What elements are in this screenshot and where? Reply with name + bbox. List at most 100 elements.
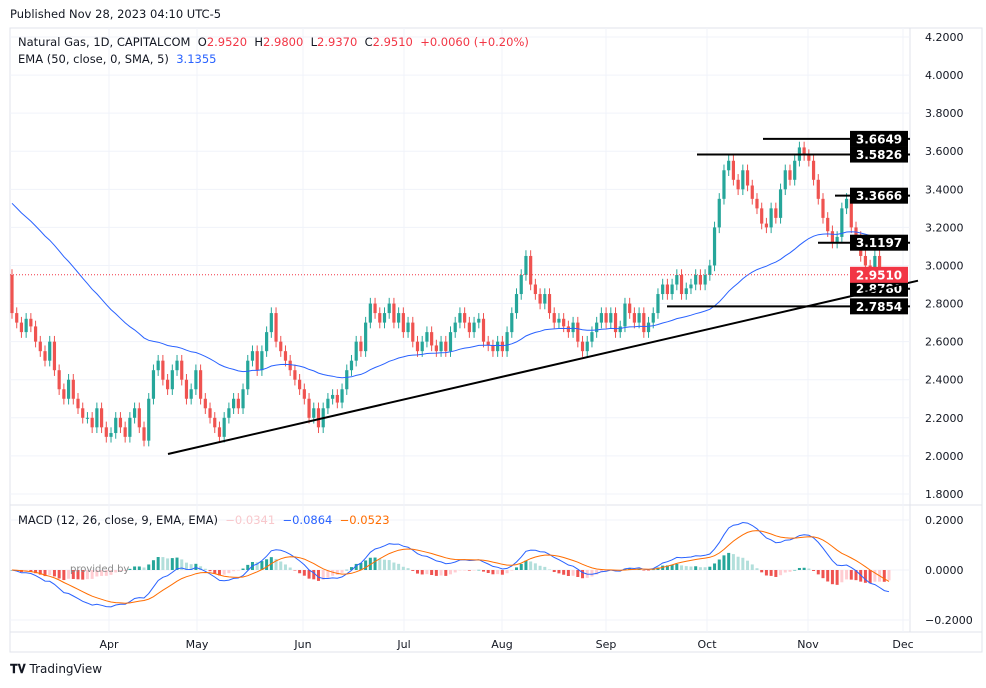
- macd-histogram-bar: [453, 570, 457, 573]
- macd-histogram-bar: [680, 565, 684, 570]
- candle-body: [415, 341, 420, 352]
- candle-body: [420, 341, 424, 352]
- candle-body: [29, 318, 33, 327]
- macd-histogram-bar: [298, 570, 302, 574]
- candle-body: [95, 408, 99, 428]
- macd-histogram-bar: [81, 570, 85, 580]
- candle-body: [727, 160, 731, 171]
- candle-body: [382, 313, 387, 323]
- candle-body: [48, 341, 52, 361]
- candle-body: [538, 294, 542, 304]
- macd-line: [11, 521, 890, 608]
- candle-body: [378, 313, 382, 323]
- level-label: 3.6649: [856, 132, 902, 146]
- macd-histogram-bar: [411, 570, 415, 571]
- x-tick-label: Sep: [596, 638, 617, 651]
- macd-histogram-bar: [175, 557, 179, 570]
- candle-body: [194, 370, 198, 390]
- macd-histogram-bar: [548, 569, 552, 570]
- candle-body: [783, 170, 787, 190]
- candle-body: [774, 208, 778, 218]
- macd-histogram-bar: [222, 570, 226, 575]
- candle-body: [411, 322, 415, 342]
- candle-body: [491, 345, 495, 352]
- level-label-box: [850, 146, 908, 163]
- candle-body: [434, 345, 438, 352]
- candle-body: [401, 313, 405, 333]
- macd-histogram-bar: [293, 570, 297, 571]
- candle-body: [595, 322, 599, 333]
- macd-legend[interactable]: MACD (12, 26, close, 9, EMA, EMA) −0.034…: [18, 513, 390, 527]
- macd-histogram-bar: [444, 570, 448, 576]
- candle-body: [552, 313, 556, 323]
- macd-histogram-bar: [170, 558, 174, 570]
- macd-histogram-bar: [95, 570, 99, 577]
- candle-body: [19, 322, 24, 333]
- candle-body: [481, 318, 486, 342]
- macd-histogram-bar: [326, 570, 330, 578]
- macd-histogram-bar: [802, 567, 806, 570]
- candle-body: [717, 198, 721, 228]
- y-tick-label: 3.6000: [925, 145, 964, 158]
- level-label-box: [850, 187, 908, 204]
- macd-histogram-bar: [283, 564, 287, 570]
- low-value: 2.9370: [317, 35, 358, 49]
- macd-histogram-bar: [524, 560, 528, 570]
- macd-histogram-bar: [694, 566, 698, 570]
- macd-histogram-bar: [71, 570, 75, 579]
- candle-body: [439, 341, 443, 352]
- candle-body: [345, 370, 349, 390]
- candle-body: [109, 433, 113, 437]
- candle-body: [830, 231, 835, 243]
- macd-histogram-bar: [439, 570, 443, 576]
- level-label-box: [850, 298, 908, 315]
- macd-histogram-bar: [425, 570, 429, 575]
- ema-legend[interactable]: EMA (50, close, 0, SMA, 5) 3.1355: [18, 52, 216, 66]
- candle-body: [444, 341, 448, 352]
- candle-body: [151, 370, 156, 399]
- candle-body: [241, 389, 245, 409]
- candle-body: [533, 284, 537, 295]
- macd-histogram-bar: [331, 570, 335, 576]
- macd-histogram-bar: [147, 564, 151, 570]
- published-date: Nov 28, 2023 04:10 UTC-5: [69, 7, 222, 21]
- macd-histogram-bar: [590, 570, 594, 577]
- candle-body: [246, 360, 250, 390]
- candle-body: [486, 341, 490, 346]
- candle-body: [458, 313, 462, 323]
- macd-histogram-bar: [505, 570, 509, 574]
- macd-histogram-bar: [100, 570, 104, 576]
- candle-body: [430, 332, 434, 346]
- candle-body: [118, 417, 123, 428]
- candle-body: [147, 398, 151, 441]
- macd-histogram-bar: [397, 563, 401, 570]
- candle-body: [670, 284, 674, 295]
- candle-body: [189, 389, 193, 399]
- macd-histogram-bar: [543, 566, 547, 570]
- macd-histogram-bar: [118, 570, 122, 572]
- candle-body: [170, 370, 174, 390]
- brand-logo[interactable]: 𝐓𝐕 TradingView: [10, 662, 102, 677]
- candle-body: [302, 389, 306, 399]
- candle-body: [623, 303, 627, 327]
- macd-histogram-bar: [368, 557, 372, 570]
- low-label: L: [310, 35, 318, 49]
- candle-body: [265, 332, 269, 352]
- y-tick-label: 3.0000: [925, 259, 964, 272]
- candle-body: [562, 318, 566, 327]
- macd-histogram-bar: [764, 570, 768, 576]
- y-tick-label: 3.2000: [925, 221, 964, 234]
- macd-histogram-bar: [161, 557, 165, 570]
- macd-histogram-bar: [849, 570, 853, 580]
- x-tick-label: Jul: [396, 638, 410, 651]
- level-label: 3.3666: [856, 189, 902, 203]
- macd-histogram-bar: [232, 570, 236, 572]
- candle-body: [359, 341, 363, 352]
- x-tick-label: May: [186, 638, 209, 651]
- macd-y-tick-label: −0.2000: [925, 614, 973, 627]
- candle-body: [529, 255, 533, 285]
- tradingview-logo-icon: 𝐓𝐕: [10, 662, 26, 676]
- macd-histogram-bar: [52, 570, 56, 577]
- macd-histogram-bar: [684, 566, 688, 570]
